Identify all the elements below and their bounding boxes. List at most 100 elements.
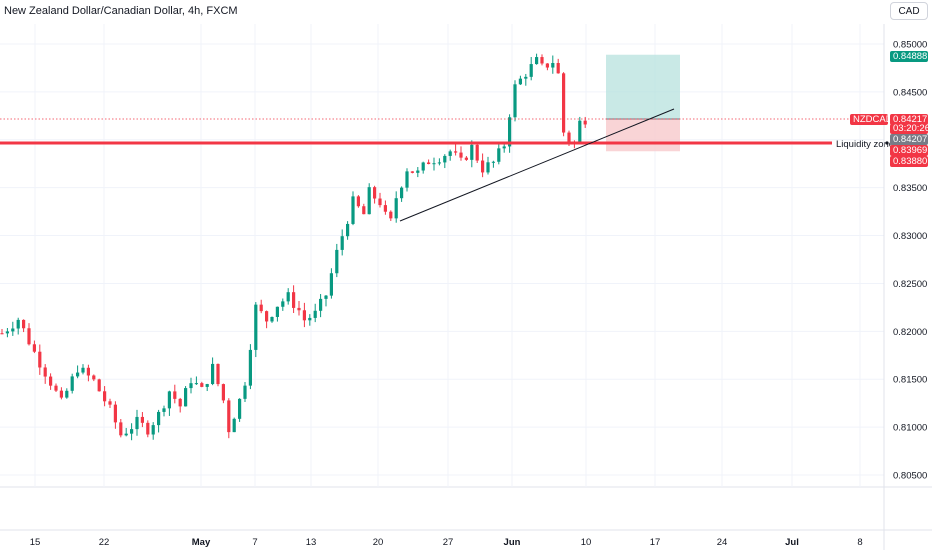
time-tick-label: 22 [99, 537, 110, 548]
candle-body [545, 63, 549, 68]
candle-body [151, 425, 155, 435]
candle-body [76, 372, 80, 377]
candle-body [11, 328, 15, 332]
candle-body [38, 351, 42, 368]
candle-body [22, 319, 26, 329]
time-tick-label: 13 [306, 537, 317, 548]
candle-body [535, 57, 539, 65]
candle-body [81, 367, 85, 373]
candle-body [232, 418, 236, 433]
candle-body [518, 78, 522, 85]
candle-body [108, 401, 112, 405]
candle-body [378, 198, 382, 206]
candle-body [167, 391, 171, 409]
candle-body [130, 429, 134, 434]
candle-body [297, 307, 301, 311]
candle-body [427, 162, 431, 165]
countdown-tag: 03:20:26 [893, 123, 930, 134]
candle-body [205, 384, 209, 387]
time-tick-label: Jul [785, 537, 799, 548]
price-tick-label: 0.85000 [893, 40, 927, 51]
candle-body [270, 316, 274, 322]
candle-body [373, 187, 377, 199]
candle-body [135, 416, 139, 430]
candle-body [567, 132, 571, 142]
price-axis[interactable]: 0.850000.845000.840000.835000.830000.825… [883, 24, 927, 550]
candle-body [92, 375, 96, 380]
candle-body [502, 146, 506, 149]
zone-price-tag: 0.83969 [893, 145, 927, 156]
candle-body [189, 383, 193, 389]
time-tick-label: 8 [857, 537, 862, 548]
time-tick-label: 24 [717, 537, 728, 548]
candle-body [524, 76, 528, 79]
candle-body [5, 331, 9, 334]
candle-body [508, 117, 512, 147]
candle-body [281, 301, 285, 307]
candle-body [540, 57, 544, 64]
zone-price-tag-bg [890, 145, 928, 156]
candle-body [184, 388, 188, 407]
candle-body [491, 161, 495, 163]
candle-body [432, 163, 436, 165]
time-axis[interactable]: 15 22 May 7 13 20 27 Jun 10 17 24 Jul 8 [30, 537, 863, 548]
candle-body [389, 211, 393, 219]
time-tick-label: Jun [504, 537, 521, 548]
candle-body [394, 198, 398, 219]
candle-body [351, 196, 355, 224]
candle-body [356, 196, 360, 207]
candle-body [497, 148, 501, 162]
candle-body [243, 385, 247, 399]
candle-body [324, 295, 328, 299]
candles [0, 53, 587, 441]
symbol-tag: NZDCAD [853, 114, 893, 125]
symbol-tag-bg [850, 114, 888, 125]
position-zones[interactable] [606, 54, 680, 152]
price-tick-label: 0.80500 [893, 471, 927, 482]
price-tick-label: 0.83000 [893, 231, 927, 242]
candle-body [238, 398, 242, 419]
candle-body [529, 64, 533, 77]
candle-body [583, 120, 587, 125]
stop-price-tag-bg [890, 156, 928, 167]
drawings[interactable]: Liquidity zone [0, 108, 894, 222]
time-tick-label: 20 [373, 537, 384, 548]
countdown-tag-bg [890, 124, 928, 134]
candle-body [481, 160, 485, 173]
candle-body [556, 63, 560, 74]
candle-body [54, 385, 58, 391]
candle-body [362, 206, 366, 215]
time-tick-label: 10 [581, 537, 592, 548]
candle-body [16, 319, 20, 329]
price-tags: 0.84888 NZDCAD 0.8421703:20:260.842070.839… [850, 51, 930, 167]
currency-button[interactable]: CAD [890, 2, 928, 20]
candle-body [562, 73, 566, 133]
price-tick-label: 0.83500 [893, 183, 927, 194]
candle-body [211, 363, 215, 385]
cursor-price-tag-bg [890, 134, 928, 145]
candle-body [302, 310, 306, 321]
price-tick-label: 0.81500 [893, 375, 927, 386]
candle-body [124, 433, 128, 436]
candle-body [459, 152, 463, 158]
candle-body [103, 391, 107, 402]
candle-body [140, 416, 144, 423]
candle-body [486, 162, 490, 173]
time-tick-label: May [192, 537, 211, 548]
price-tick-label: 0.82500 [893, 279, 927, 290]
candle-body [475, 144, 479, 161]
candle-body [437, 162, 441, 164]
candle-body [173, 391, 177, 399]
target-price-tag: 0.84888 [893, 51, 927, 62]
candle-body [254, 304, 258, 350]
stop-price-tag: 0.83880 [893, 156, 927, 167]
candle-body [292, 292, 296, 308]
candle-body [346, 223, 350, 237]
candle-body [113, 404, 117, 423]
candle-body [200, 383, 204, 387]
candle-body [162, 408, 166, 412]
candle-body [400, 187, 404, 199]
candle-body [119, 422, 123, 436]
candle-body [410, 171, 414, 173]
